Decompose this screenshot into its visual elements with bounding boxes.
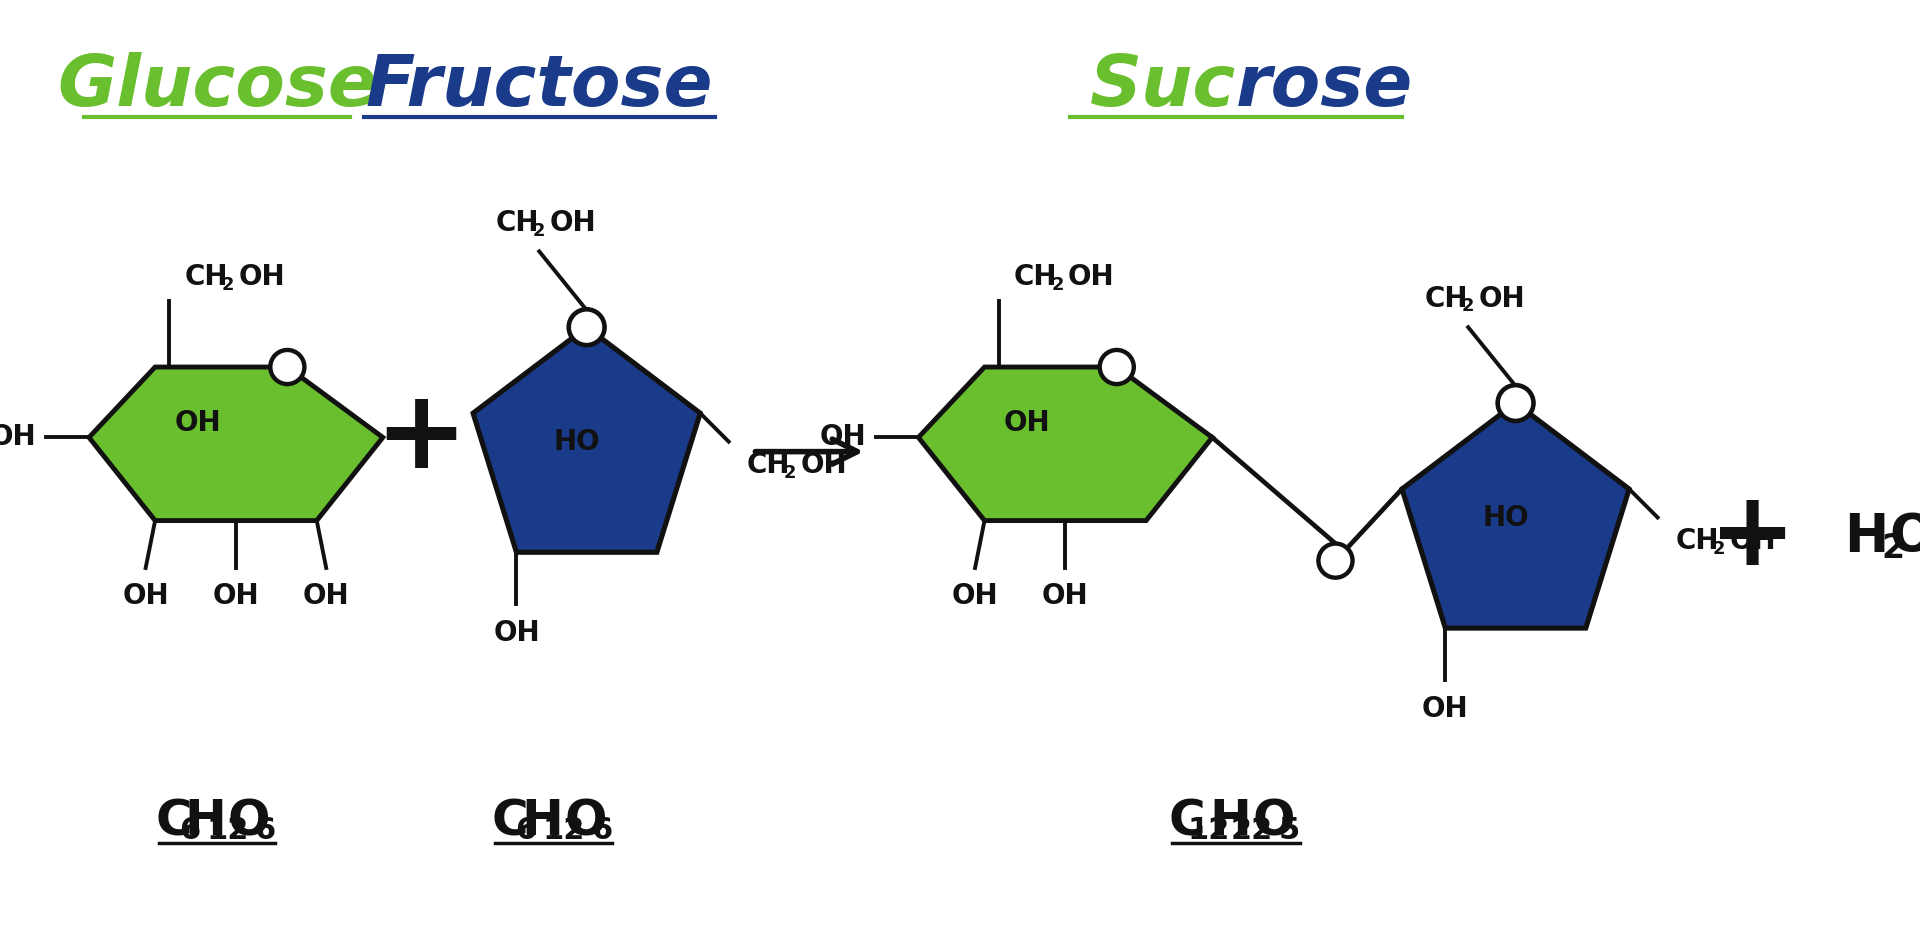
Text: H: H: [1845, 511, 1889, 563]
Text: 6: 6: [179, 817, 200, 845]
Text: 6: 6: [253, 817, 275, 845]
Text: O: O: [1889, 511, 1920, 563]
Text: HO: HO: [1482, 504, 1530, 532]
Text: H: H: [1210, 797, 1252, 845]
Text: OH: OH: [123, 582, 169, 610]
Text: OH: OH: [303, 582, 349, 610]
Text: CH: CH: [184, 263, 228, 291]
Polygon shape: [1402, 403, 1630, 628]
Circle shape: [1100, 350, 1135, 384]
Text: OH: OH: [493, 619, 540, 647]
Text: 2: 2: [1052, 276, 1064, 294]
Polygon shape: [472, 327, 701, 552]
Text: OH: OH: [238, 263, 286, 291]
Text: 22: 22: [1231, 817, 1273, 845]
Text: O: O: [1252, 797, 1294, 845]
Text: C: C: [156, 797, 192, 845]
Text: OH: OH: [1423, 694, 1469, 722]
Text: CH: CH: [1014, 263, 1058, 291]
Text: OH: OH: [1478, 285, 1524, 313]
Circle shape: [1319, 544, 1352, 578]
Text: CH: CH: [1425, 285, 1469, 313]
Text: 2: 2: [223, 276, 234, 294]
Text: O: O: [564, 797, 607, 845]
Text: +: +: [1709, 486, 1795, 587]
Polygon shape: [918, 367, 1212, 520]
Text: 2: 2: [783, 464, 797, 482]
Text: OH: OH: [1043, 582, 1089, 610]
Text: OH: OH: [1068, 263, 1116, 291]
Circle shape: [1498, 385, 1534, 421]
Text: +: +: [374, 384, 467, 491]
Text: OH: OH: [1004, 409, 1050, 437]
Text: OH: OH: [0, 423, 36, 451]
Text: OH: OH: [801, 451, 847, 480]
Polygon shape: [88, 367, 382, 520]
Text: 12: 12: [543, 817, 586, 845]
Text: O: O: [228, 797, 271, 845]
Text: Fructose: Fructose: [365, 52, 712, 121]
Text: 12: 12: [205, 817, 248, 845]
Text: OH: OH: [1730, 527, 1776, 556]
Text: 6: 6: [591, 817, 612, 845]
Text: rose: rose: [1236, 52, 1413, 121]
Text: Suc: Suc: [1091, 52, 1236, 121]
Text: H: H: [184, 797, 227, 845]
Text: OH: OH: [213, 582, 259, 610]
Circle shape: [568, 309, 605, 345]
Text: 6: 6: [515, 817, 538, 845]
Text: Glucose: Glucose: [58, 52, 376, 121]
Text: OH: OH: [175, 409, 221, 437]
Text: OH: OH: [820, 423, 866, 451]
Text: 2: 2: [1461, 297, 1475, 316]
Text: HO: HO: [553, 428, 601, 457]
Circle shape: [271, 350, 305, 384]
Text: CH: CH: [747, 451, 791, 480]
Text: OH: OH: [952, 582, 998, 610]
Text: CH: CH: [495, 209, 540, 237]
Text: 2: 2: [1713, 540, 1726, 557]
Text: 12: 12: [1187, 817, 1229, 845]
Text: 5: 5: [1279, 817, 1300, 845]
Text: H: H: [520, 797, 563, 845]
Text: OH: OH: [549, 209, 597, 237]
Text: 2: 2: [1882, 532, 1905, 565]
Text: CH: CH: [1676, 527, 1718, 556]
Text: C: C: [492, 797, 528, 845]
Text: 2: 2: [534, 221, 545, 240]
Text: C: C: [1169, 797, 1206, 845]
